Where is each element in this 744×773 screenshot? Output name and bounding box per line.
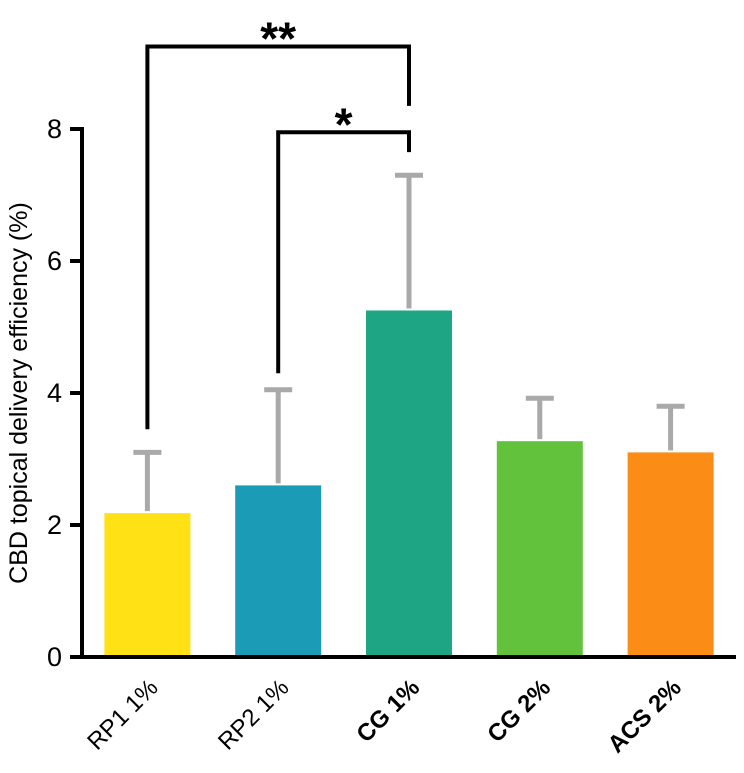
- y-tick-label-0: 0: [47, 642, 62, 672]
- bar-3: [496, 441, 583, 657]
- x-category-label-2: CG 1%: [351, 674, 425, 748]
- bar-2: [366, 310, 452, 657]
- y-tick-label-6: 6: [47, 246, 62, 276]
- y-tick-label-4: 4: [47, 378, 62, 408]
- x-category-label-1: RP2 1%: [213, 674, 294, 755]
- y-axis-title: CBD topical delivery efficiency (%): [5, 202, 33, 584]
- x-category-label-0: RP1 1%: [82, 674, 163, 755]
- significance-bracket-0: [145, 44, 411, 430]
- bar-1: [235, 485, 322, 657]
- significance-label-1: *: [335, 98, 353, 150]
- x-category-label-4: ACS 2%: [603, 674, 687, 758]
- significance-bracket-1: [276, 130, 411, 374]
- bar-4: [627, 452, 714, 657]
- y-tick-label-8: 8: [47, 114, 62, 144]
- x-category-label-3: CG 2%: [482, 674, 556, 748]
- y-tick-label-2: 2: [47, 510, 62, 540]
- significance-label-0: **: [260, 13, 296, 65]
- bar-0: [104, 513, 191, 657]
